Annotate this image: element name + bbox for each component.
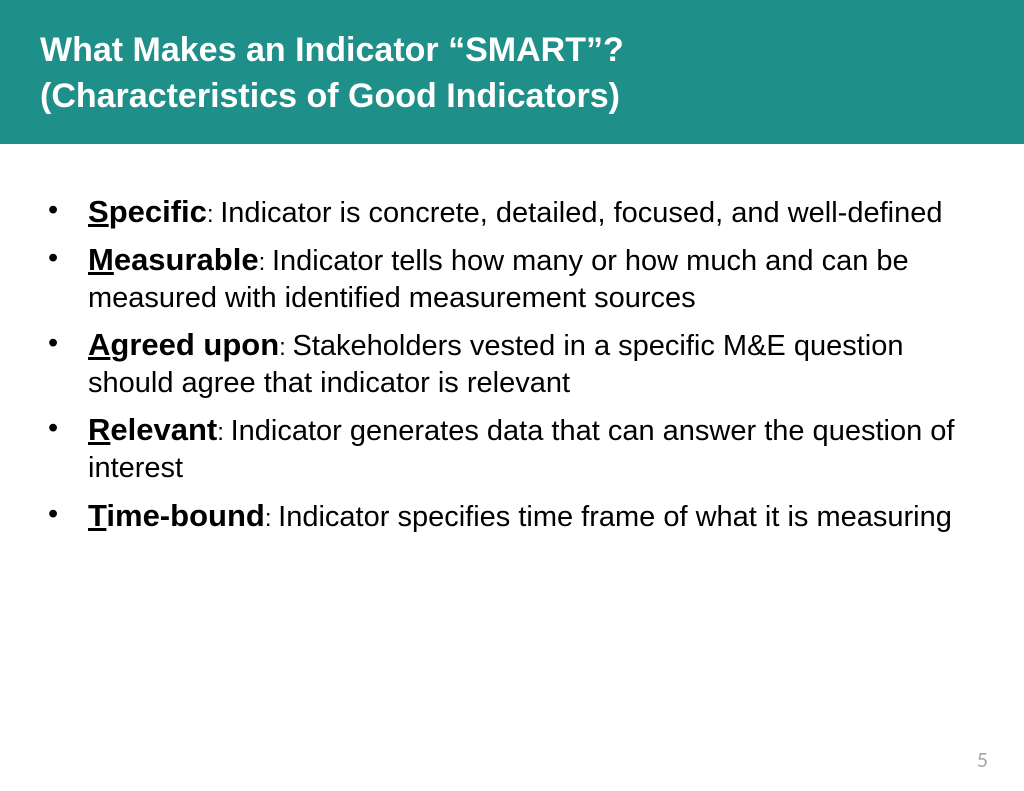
colon: : [217,419,230,446]
slide-header: What Makes an Indicator “SMART”? (Charac… [0,0,1024,144]
desc: Indicator specifies time frame of what i… [278,501,952,533]
term-time-bound: Time-bound [88,498,265,533]
term-measurable: Measurable [88,242,259,277]
colon: : [259,249,272,276]
bullet-item: Time-bound: Indicator specifies time fra… [40,496,984,536]
bullet-list: Specific: Indicator is concrete, detaile… [40,192,984,536]
bullet-item: Measurable: Indicator tells how many or … [40,240,984,317]
slide-content: Specific: Indicator is concrete, detaile… [0,144,1024,536]
bullet-item: Specific: Indicator is concrete, detaile… [40,192,984,232]
term-relevant: Relevant [88,412,217,447]
colon: : [265,505,278,532]
colon: : [279,334,292,361]
desc: Indicator is concrete, detailed, focused… [220,197,942,229]
bullet-item: Relevant: Indicator generates data that … [40,410,984,487]
page-number: 5 [977,746,988,773]
bullet-item: Agreed upon: Stakeholders vested in a sp… [40,325,984,402]
slide-title: What Makes an Indicator “SMART”? (Charac… [40,28,984,120]
title-line-2: (Characteristics of Good Indicators) [40,77,620,115]
term-specific: Specific [88,194,207,229]
colon: : [207,201,220,228]
term-agreed-upon: Agreed upon [88,327,279,362]
title-line-1: What Makes an Indicator “SMART”? [40,31,624,69]
